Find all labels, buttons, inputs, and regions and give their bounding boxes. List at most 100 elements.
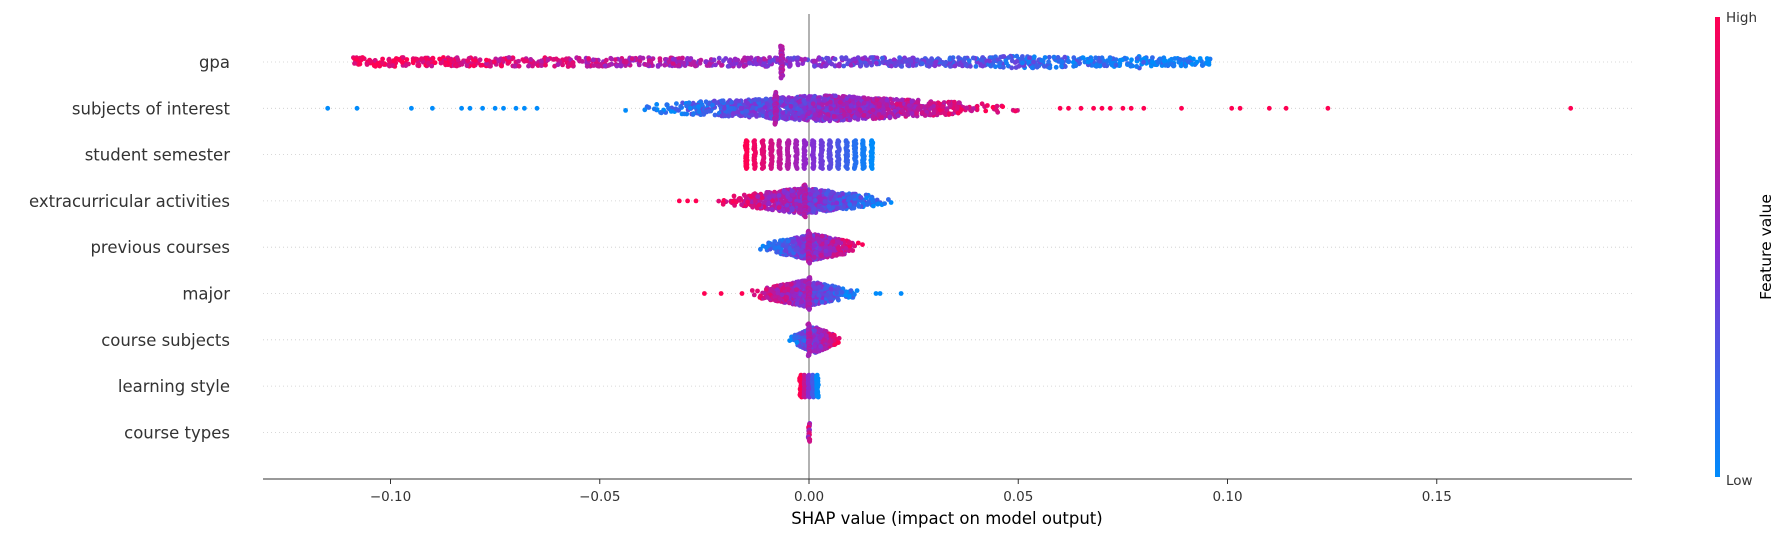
data-point xyxy=(459,105,464,111)
data-point xyxy=(868,196,874,202)
data-point xyxy=(919,110,925,116)
data-point xyxy=(787,63,793,68)
data-point xyxy=(835,239,840,244)
data-point xyxy=(752,166,758,172)
data-point xyxy=(792,113,798,119)
data-point xyxy=(1113,57,1119,62)
data-point xyxy=(1229,105,1235,111)
data-point xyxy=(570,61,576,67)
data-point xyxy=(795,237,801,243)
data-point xyxy=(795,61,801,67)
data-point xyxy=(882,201,887,207)
data-point xyxy=(473,58,478,63)
data-point xyxy=(772,121,778,127)
data-point xyxy=(796,111,802,117)
data-point xyxy=(962,55,968,61)
data-point xyxy=(826,204,832,209)
data-point xyxy=(728,106,734,111)
data-point xyxy=(914,111,919,116)
data-point xyxy=(906,103,912,108)
data-point xyxy=(860,166,866,172)
data-point xyxy=(857,107,863,112)
data-point xyxy=(833,99,839,105)
data-point xyxy=(836,246,841,252)
data-point xyxy=(820,102,825,108)
data-point xyxy=(429,63,435,69)
data-point xyxy=(822,199,828,204)
data-point xyxy=(1013,108,1018,114)
data-point xyxy=(757,58,763,64)
data-point xyxy=(602,63,608,69)
data-point xyxy=(733,57,739,63)
data-point xyxy=(666,59,672,65)
data-point xyxy=(478,62,484,68)
data-point xyxy=(813,250,818,255)
data-point xyxy=(816,97,822,103)
data-point xyxy=(854,288,860,293)
data-point xyxy=(937,107,943,113)
data-point xyxy=(501,105,506,111)
data-point xyxy=(437,56,442,62)
data-point xyxy=(465,58,471,64)
data-point xyxy=(1107,105,1113,111)
data-point xyxy=(513,105,519,111)
data-point xyxy=(871,203,876,209)
data-point xyxy=(869,166,875,172)
data-point xyxy=(840,94,846,99)
data-point xyxy=(922,113,928,118)
data-point xyxy=(416,62,422,68)
data-point xyxy=(899,64,905,69)
data-point xyxy=(1073,63,1079,69)
data-point xyxy=(654,102,660,107)
data-point xyxy=(1161,58,1167,64)
data-point xyxy=(994,103,1000,109)
data-point xyxy=(963,62,969,68)
data-point xyxy=(491,59,497,65)
data-point xyxy=(751,292,757,298)
data-point xyxy=(1117,57,1123,63)
data-point xyxy=(443,62,448,68)
data-point xyxy=(787,197,793,203)
data-point xyxy=(1150,55,1155,60)
data-point xyxy=(685,198,690,204)
data-point xyxy=(1189,61,1195,67)
data-point xyxy=(827,235,833,241)
data-point xyxy=(674,101,679,106)
data-point xyxy=(841,63,847,69)
data-point xyxy=(670,56,676,62)
data-point xyxy=(785,98,791,103)
data-point xyxy=(764,190,770,196)
data-point xyxy=(560,62,565,68)
data-point xyxy=(867,60,873,66)
beeswarm-points xyxy=(325,43,1574,444)
data-point xyxy=(387,58,392,64)
data-point xyxy=(744,166,749,172)
data-point xyxy=(499,63,504,69)
data-point xyxy=(797,117,802,123)
data-point xyxy=(506,55,512,60)
data-point xyxy=(467,105,473,111)
data-point xyxy=(812,198,818,203)
data-point xyxy=(756,97,761,102)
data-point xyxy=(848,247,853,252)
data-point xyxy=(1059,59,1065,65)
data-point xyxy=(926,63,932,69)
data-point xyxy=(430,105,435,111)
data-point xyxy=(987,58,992,64)
data-point xyxy=(662,62,668,68)
data-point xyxy=(946,111,952,117)
data-point xyxy=(785,166,791,172)
data-point xyxy=(716,198,722,204)
data-point xyxy=(664,102,670,108)
data-point xyxy=(843,246,849,251)
data-point xyxy=(762,56,767,62)
data-point xyxy=(770,242,776,248)
data-point xyxy=(564,56,569,62)
data-point xyxy=(1197,56,1203,61)
data-point xyxy=(400,55,406,60)
data-point xyxy=(506,59,512,65)
data-point xyxy=(800,250,805,255)
data-point xyxy=(1020,60,1025,66)
data-point xyxy=(879,115,885,120)
data-point xyxy=(952,99,957,105)
